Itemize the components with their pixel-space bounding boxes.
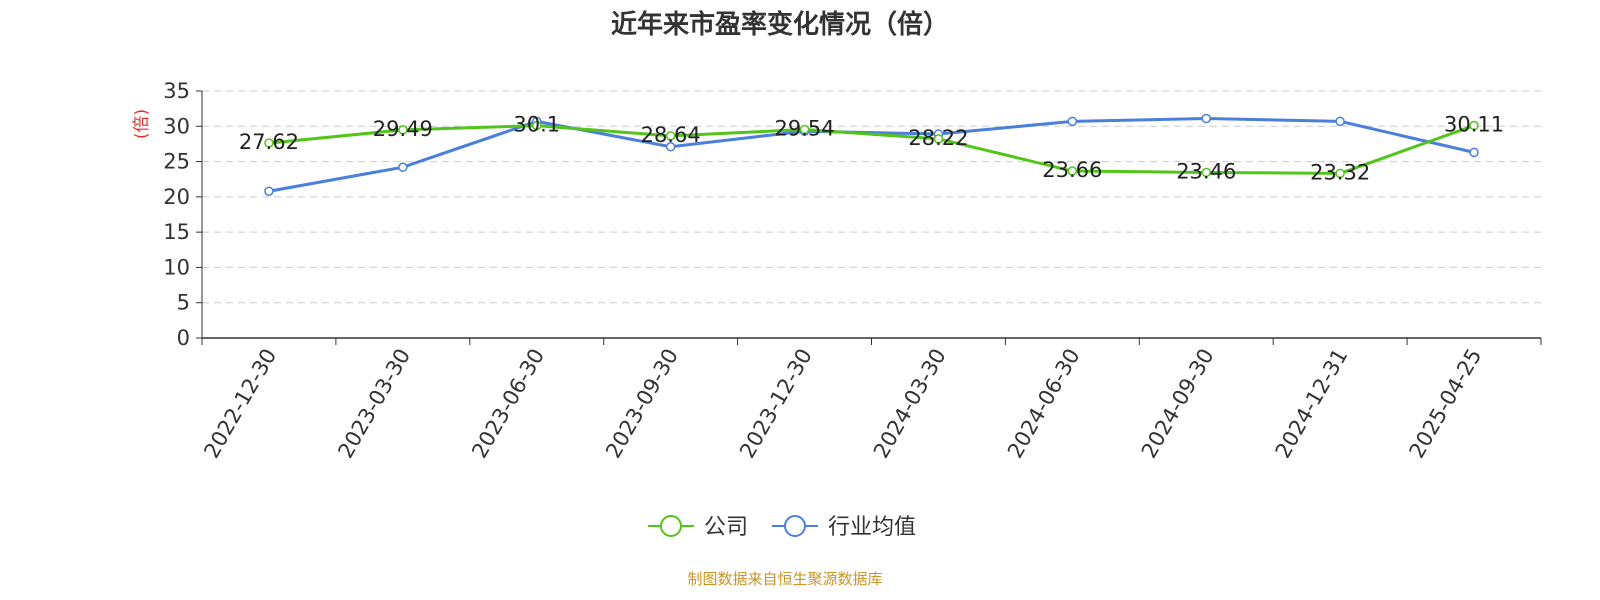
- x-tick-label: 2024-03-30: [869, 344, 951, 462]
- data-point[interactable]: [933, 134, 944, 144]
- legend[interactable]: 公司 行业均值: [648, 515, 916, 540]
- data-point[interactable]: [1067, 116, 1078, 127]
- x-tick-label: 2024-06-30: [1003, 345, 1085, 463]
- x-tick-label: 2023-09-30: [601, 345, 683, 463]
- data-label: 23.32: [1310, 160, 1370, 184]
- legend-label: 行业均值: [828, 515, 916, 540]
- data-label: 23.46: [1176, 159, 1236, 183]
- data-point[interactable]: [264, 138, 274, 148]
- data-point[interactable]: [1335, 168, 1345, 179]
- data-label: 29.54: [774, 117, 834, 141]
- legend-item-1[interactable]: 行业均值: [772, 515, 916, 540]
- data-point[interactable]: [1201, 113, 1211, 124]
- y-tick-label: 25: [163, 150, 190, 174]
- x-tick-label: 2025-04-25: [1405, 345, 1487, 463]
- y-axis-ticks: 0 5 10 15 20 25 30 35: [163, 79, 202, 350]
- data-label: 29.49: [373, 117, 433, 141]
- y-tick-label: 20: [163, 185, 190, 209]
- data-point[interactable]: [799, 124, 810, 135]
- data-point[interactable]: [1469, 120, 1479, 131]
- x-tick-label: 2022-12-30: [199, 345, 281, 463]
- data-point[interactable]: [398, 125, 408, 135]
- data-label: 28.64: [641, 123, 701, 147]
- legend-marker: [660, 515, 682, 537]
- x-tick-label: 2023-12-30: [735, 345, 817, 463]
- series-line-1: [268, 117, 1475, 193]
- data-point[interactable]: [665, 142, 676, 152]
- y-tick-label: 30: [163, 114, 190, 138]
- y-tick-label: 5: [177, 291, 190, 315]
- legend-item-0[interactable]: 公司: [648, 515, 748, 540]
- series-layer: [264, 113, 1479, 196]
- legend-label: 公司: [704, 515, 748, 540]
- chart-title: 近年来市盈率变化情况（倍）: [611, 9, 949, 40]
- series-line-0: [268, 124, 1475, 175]
- data-point[interactable]: [1067, 166, 1078, 176]
- data-label: 30.1: [513, 113, 560, 137]
- x-tick-label: 2024-09-30: [1137, 345, 1219, 463]
- legend-marker: [784, 515, 806, 537]
- data-label: 23.66: [1042, 158, 1102, 182]
- data-label: 30.11: [1444, 113, 1504, 137]
- data-point[interactable]: [665, 131, 676, 141]
- data-point[interactable]: [1201, 167, 1211, 178]
- x-axis-ticks: 2022-12-30 2023-03-30 2023-06-30 2023-09-30…: [199, 338, 1542, 463]
- y-tick-label: 35: [163, 79, 190, 103]
- data-point[interactable]: [1469, 147, 1479, 158]
- x-tick-label: 2024-12-31: [1271, 345, 1353, 463]
- data-point[interactable]: [398, 162, 408, 172]
- data-label: 28.22: [908, 126, 968, 150]
- source-note: 制图数据来自恒生聚源数据库: [687, 570, 882, 588]
- data-point[interactable]: [1335, 116, 1345, 127]
- data-point[interactable]: [532, 120, 542, 131]
- data-point[interactable]: [264, 186, 274, 196]
- x-tick-label: 2023-03-30: [333, 344, 415, 462]
- data-labels: 27.62 29.49 30.1 28.64 29.54 28.22 23.66 23.46 2…: [239, 113, 1504, 185]
- y-tick-label: 10: [163, 255, 190, 279]
- y-tick-label: 15: [163, 220, 190, 244]
- data-label: 27.62: [239, 130, 299, 154]
- y-unit-label: (倍): [132, 109, 152, 139]
- x-tick-label: 2023-06-30: [467, 345, 549, 463]
- y-tick-label: 0: [177, 326, 190, 350]
